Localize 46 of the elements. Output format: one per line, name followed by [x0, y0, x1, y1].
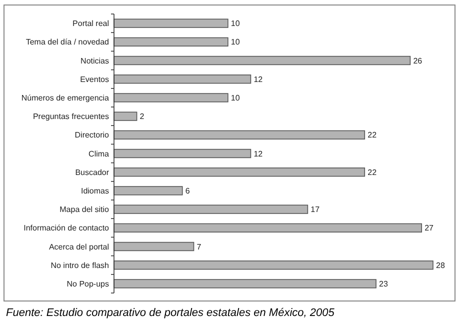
bar [114, 18, 228, 28]
data-label: 27 [424, 224, 434, 233]
bar [114, 148, 252, 158]
y-tick-label: Acerca del portal [48, 242, 110, 252]
bar [114, 242, 194, 252]
bar [114, 223, 422, 232]
data-label: 7 [196, 242, 202, 252]
y-tick-label: Directorio [74, 130, 110, 140]
y-tick-label: Noticias [80, 56, 109, 66]
bar [114, 186, 183, 196]
source-note: Fuente: Estudio comparativo de portales estatales en México, 2005 [6, 307, 336, 319]
data-label: 10 [230, 38, 240, 47]
data-label: 12 [254, 74, 264, 84]
y-tick-label: Idiomas [80, 186, 109, 196]
bar [114, 37, 228, 46]
data-label: 12 [254, 149, 264, 158]
bar [114, 93, 228, 102]
y-tick-label: Información de contacto [24, 224, 110, 233]
data-label: 6 [185, 186, 190, 196]
data-label: 2 [140, 112, 145, 122]
bar [114, 130, 366, 140]
bar [114, 168, 366, 177]
bar [114, 279, 376, 288]
bar [114, 56, 411, 66]
data-label: 10 [230, 19, 240, 28]
data-label: 28 [436, 260, 446, 270]
bar [114, 260, 434, 270]
data-label: 22 [368, 130, 378, 140]
y-tick-label: Mapa del sitio [60, 205, 110, 214]
y-tick-label: Buscador [75, 168, 110, 177]
y-tick-label: Preguntas frecuentes [32, 112, 109, 122]
y-tick-label: Portal real [72, 19, 110, 28]
bar [114, 74, 252, 84]
bar [114, 204, 308, 214]
y-tick-label: Tema del día / novedad [26, 38, 109, 47]
data-label: 23 [379, 280, 388, 288]
bar [114, 112, 138, 121]
data-label: 26 [413, 56, 423, 66]
y-tick-label: Clima [88, 149, 110, 158]
y-tick-label: No intro de flash [50, 260, 109, 270]
y-tick-label: Eventos [80, 74, 109, 84]
data-label: 17 [310, 205, 320, 214]
data-label: 22 [368, 168, 378, 177]
y-tick-label: No Pop-ups [66, 280, 109, 288]
y-tick-label: Números de emergencia [21, 94, 110, 102]
data-label: 10 [230, 94, 240, 102]
